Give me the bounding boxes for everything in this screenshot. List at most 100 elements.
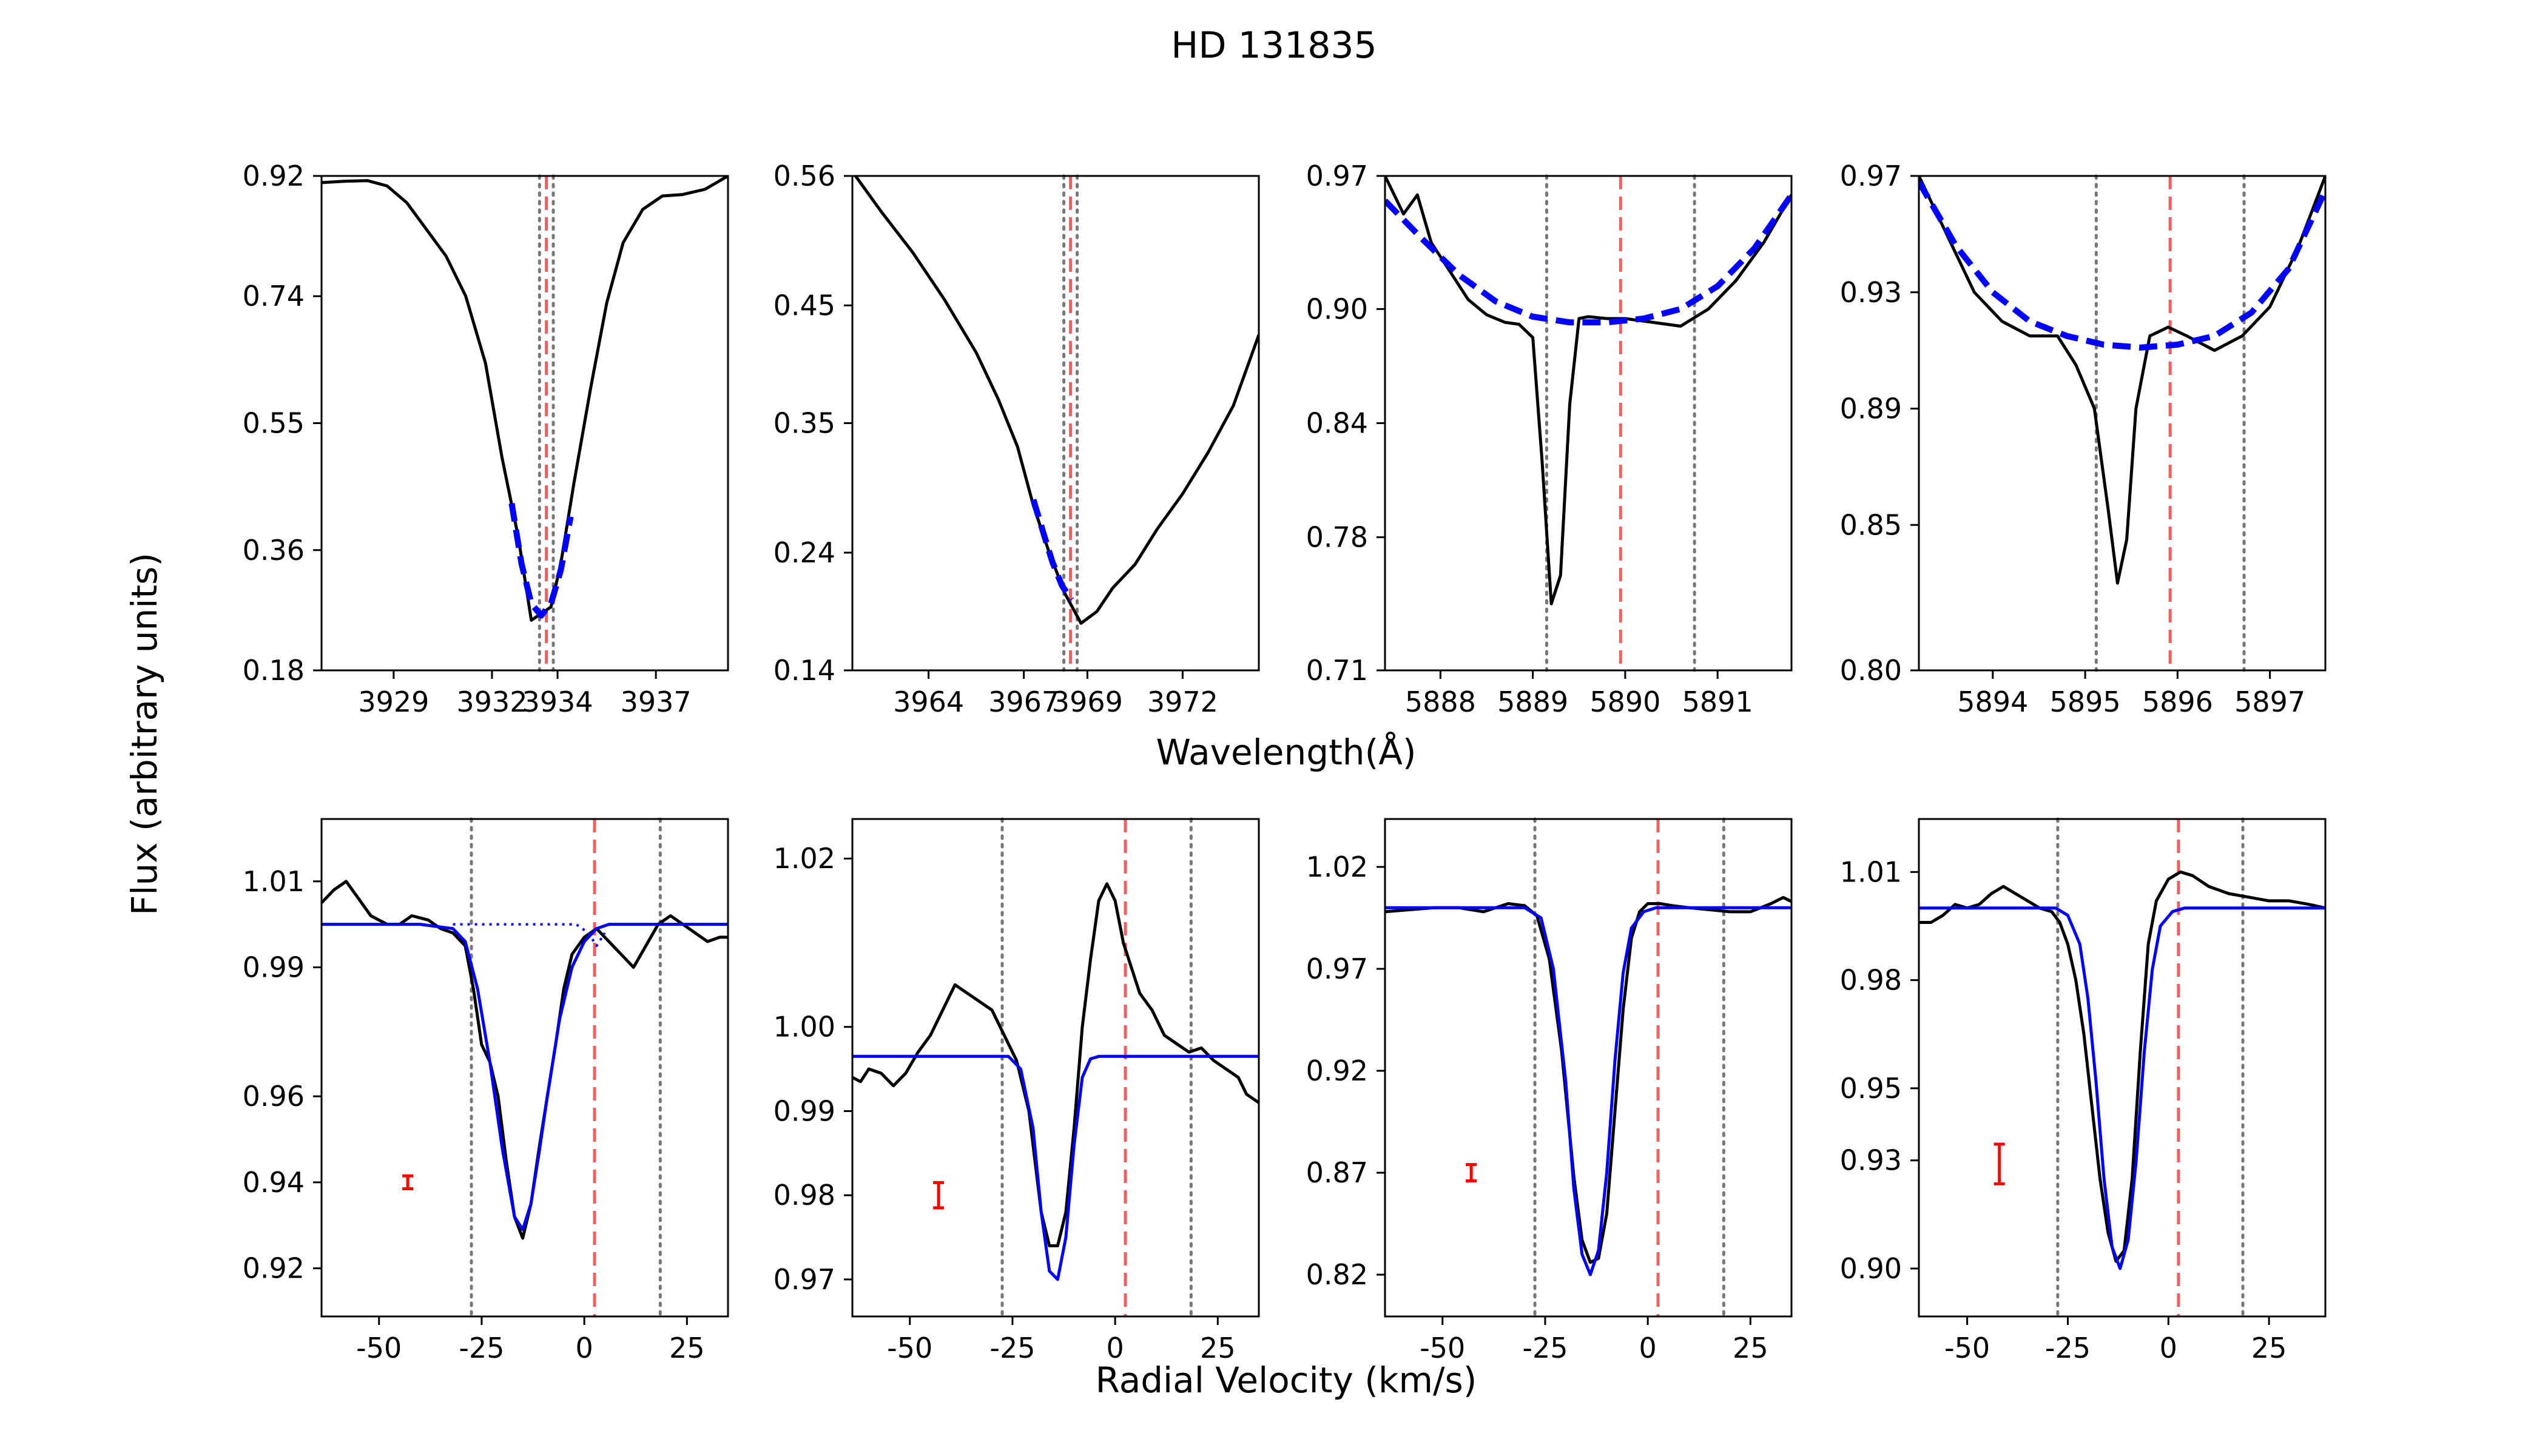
x-tick-label: 0 [2160, 1332, 2177, 1364]
error-bar [1994, 1142, 2005, 1185]
y-tick-label: 0.78 [1306, 521, 1368, 554]
x-tick-label: 0 [1639, 1332, 1656, 1364]
x-tick-label: 3964 [893, 686, 964, 718]
series-group [852, 882, 1259, 1281]
y-tick-label: 0.95 [1840, 1072, 1902, 1105]
axes-frame [1384, 818, 1793, 1318]
series-observed [322, 880, 728, 1240]
series-observed [322, 176, 728, 622]
series-model [852, 1054, 1259, 1281]
y-tick-label: 0.94 [243, 1166, 305, 1199]
x-tick-label: 5889 [1497, 686, 1568, 718]
axes-frame [320, 818, 729, 1318]
y-tick-label: 0.90 [1306, 292, 1368, 325]
y-tick-label: 0.93 [1840, 1144, 1902, 1177]
y-tick-label: 0.98 [774, 1179, 835, 1212]
x-tick-label: 5897 [2234, 686, 2305, 718]
y-tick-label: 0.97 [1306, 952, 1368, 985]
series-continuum-fit [1385, 193, 1791, 326]
x-tick-label: -25 [2045, 1332, 2091, 1364]
series-gaussian-fit [1030, 499, 1074, 602]
y-tick-label: 0.14 [774, 654, 835, 687]
x-tick-label: 25 [1200, 1332, 1236, 1364]
series-group [1385, 176, 1791, 605]
x-tick-label: -50 [887, 1332, 932, 1364]
panel-bottom-4: -50 -25 0 25 0.90 0.93 0.95 0.98 1.01 [1840, 817, 2327, 1364]
x-tick-label: 3969 [1052, 686, 1123, 718]
x-tick-label: 5895 [2050, 686, 2121, 718]
y-tick-label: 0.89 [1840, 393, 1902, 425]
error-bar [933, 1181, 945, 1210]
series-group [854, 176, 1259, 625]
x-tick-label: 0 [575, 1332, 593, 1364]
y-tick-label: 0.99 [774, 1094, 835, 1127]
series-group [1919, 176, 2325, 585]
x-tick-label: -50 [1420, 1332, 1465, 1364]
error-bar [1466, 1163, 1477, 1183]
axes-frame [320, 175, 729, 672]
series-observed [854, 176, 1259, 625]
y-tick-label: 1.00 [774, 1011, 835, 1043]
x-tick-label: 5894 [1957, 686, 2028, 718]
x-tick-label: -25 [989, 1332, 1035, 1364]
y-tick-label: 1.02 [774, 842, 835, 875]
axes-frame [851, 175, 1260, 672]
y-tick-label: 0.18 [243, 654, 305, 687]
series-observed [1385, 176, 1791, 605]
axes-frame [1918, 175, 2327, 672]
panel-bottom-3: -50 -25 0 25 0.82 0.87 0.92 0.97 1.02 [1306, 817, 1793, 1364]
figure-title: HD 131835 [1171, 24, 1377, 67]
x-tick-label: 5890 [1589, 686, 1660, 718]
series-model [1385, 906, 1791, 1276]
axes-frame [1918, 818, 2327, 1318]
series-group [1919, 870, 2325, 1270]
x-tick-label: 3934 [522, 686, 593, 718]
series-observed [1385, 895, 1791, 1264]
panel-bottom-2: -50 -25 0 25 0.97 0.98 0.99 1.00 1.02 [774, 817, 1260, 1364]
y-tick-label: 0.45 [774, 289, 835, 322]
y-tick-label: 0.84 [1306, 407, 1368, 440]
x-tick-label: 25 [1733, 1332, 1768, 1364]
x-tick-label: -50 [356, 1332, 402, 1364]
top-row-xlabel: Wavelength(Å) [1156, 731, 1417, 773]
y-tick-label: 1.01 [1840, 855, 1902, 888]
x-tick-label: 25 [2251, 1332, 2287, 1364]
y-tick-label: 0.85 [1840, 508, 1902, 541]
x-tick-label: 3937 [621, 686, 692, 718]
series-group [1385, 895, 1791, 1276]
x-tick-label: 3932 [456, 686, 527, 718]
y-tick-label: 0.96 [243, 1080, 305, 1113]
x-tick-label: 5891 [1682, 686, 1753, 718]
y-tick-label: 0.24 [774, 536, 835, 569]
y-tick-label: 0.36 [243, 534, 305, 567]
x-tick-label: 3967 [988, 686, 1059, 718]
x-tick-label: -50 [1944, 1332, 1990, 1364]
figure-ylabel: Flux (arbitrary units) [124, 553, 165, 915]
y-tick-label: 0.87 [1306, 1156, 1368, 1189]
x-tick-label: 25 [669, 1332, 705, 1364]
x-tick-label: 3929 [358, 686, 429, 718]
y-tick-label: 0.71 [1306, 654, 1368, 687]
x-tick-label: 0 [1106, 1332, 1124, 1364]
series-model [322, 923, 728, 1232]
x-tick-label: 3972 [1147, 686, 1218, 718]
series-observed [1919, 176, 2325, 585]
bottom-row-xlabel: Radial Velocity (km/s) [1096, 1360, 1477, 1401]
y-tick-label: 0.97 [774, 1263, 835, 1296]
x-tick-label: -25 [1522, 1332, 1568, 1364]
series-continuum-fit [1919, 180, 2325, 351]
y-tick-label: 0.92 [243, 160, 305, 192]
axes-frame [1384, 175, 1793, 672]
y-tick-label: 0.35 [774, 407, 835, 440]
y-tick-label: 0.82 [1306, 1258, 1368, 1291]
y-tick-label: 0.97 [1840, 160, 1902, 192]
panel-bottom-1: -50 -25 0 25 0.92 0.94 0.96 0.99 1.01 [243, 817, 729, 1364]
series-group [322, 176, 728, 622]
y-tick-label: 0.99 [243, 951, 305, 984]
y-tick-label: 1.02 [1306, 851, 1368, 883]
y-tick-label: 0.97 [1306, 160, 1368, 192]
